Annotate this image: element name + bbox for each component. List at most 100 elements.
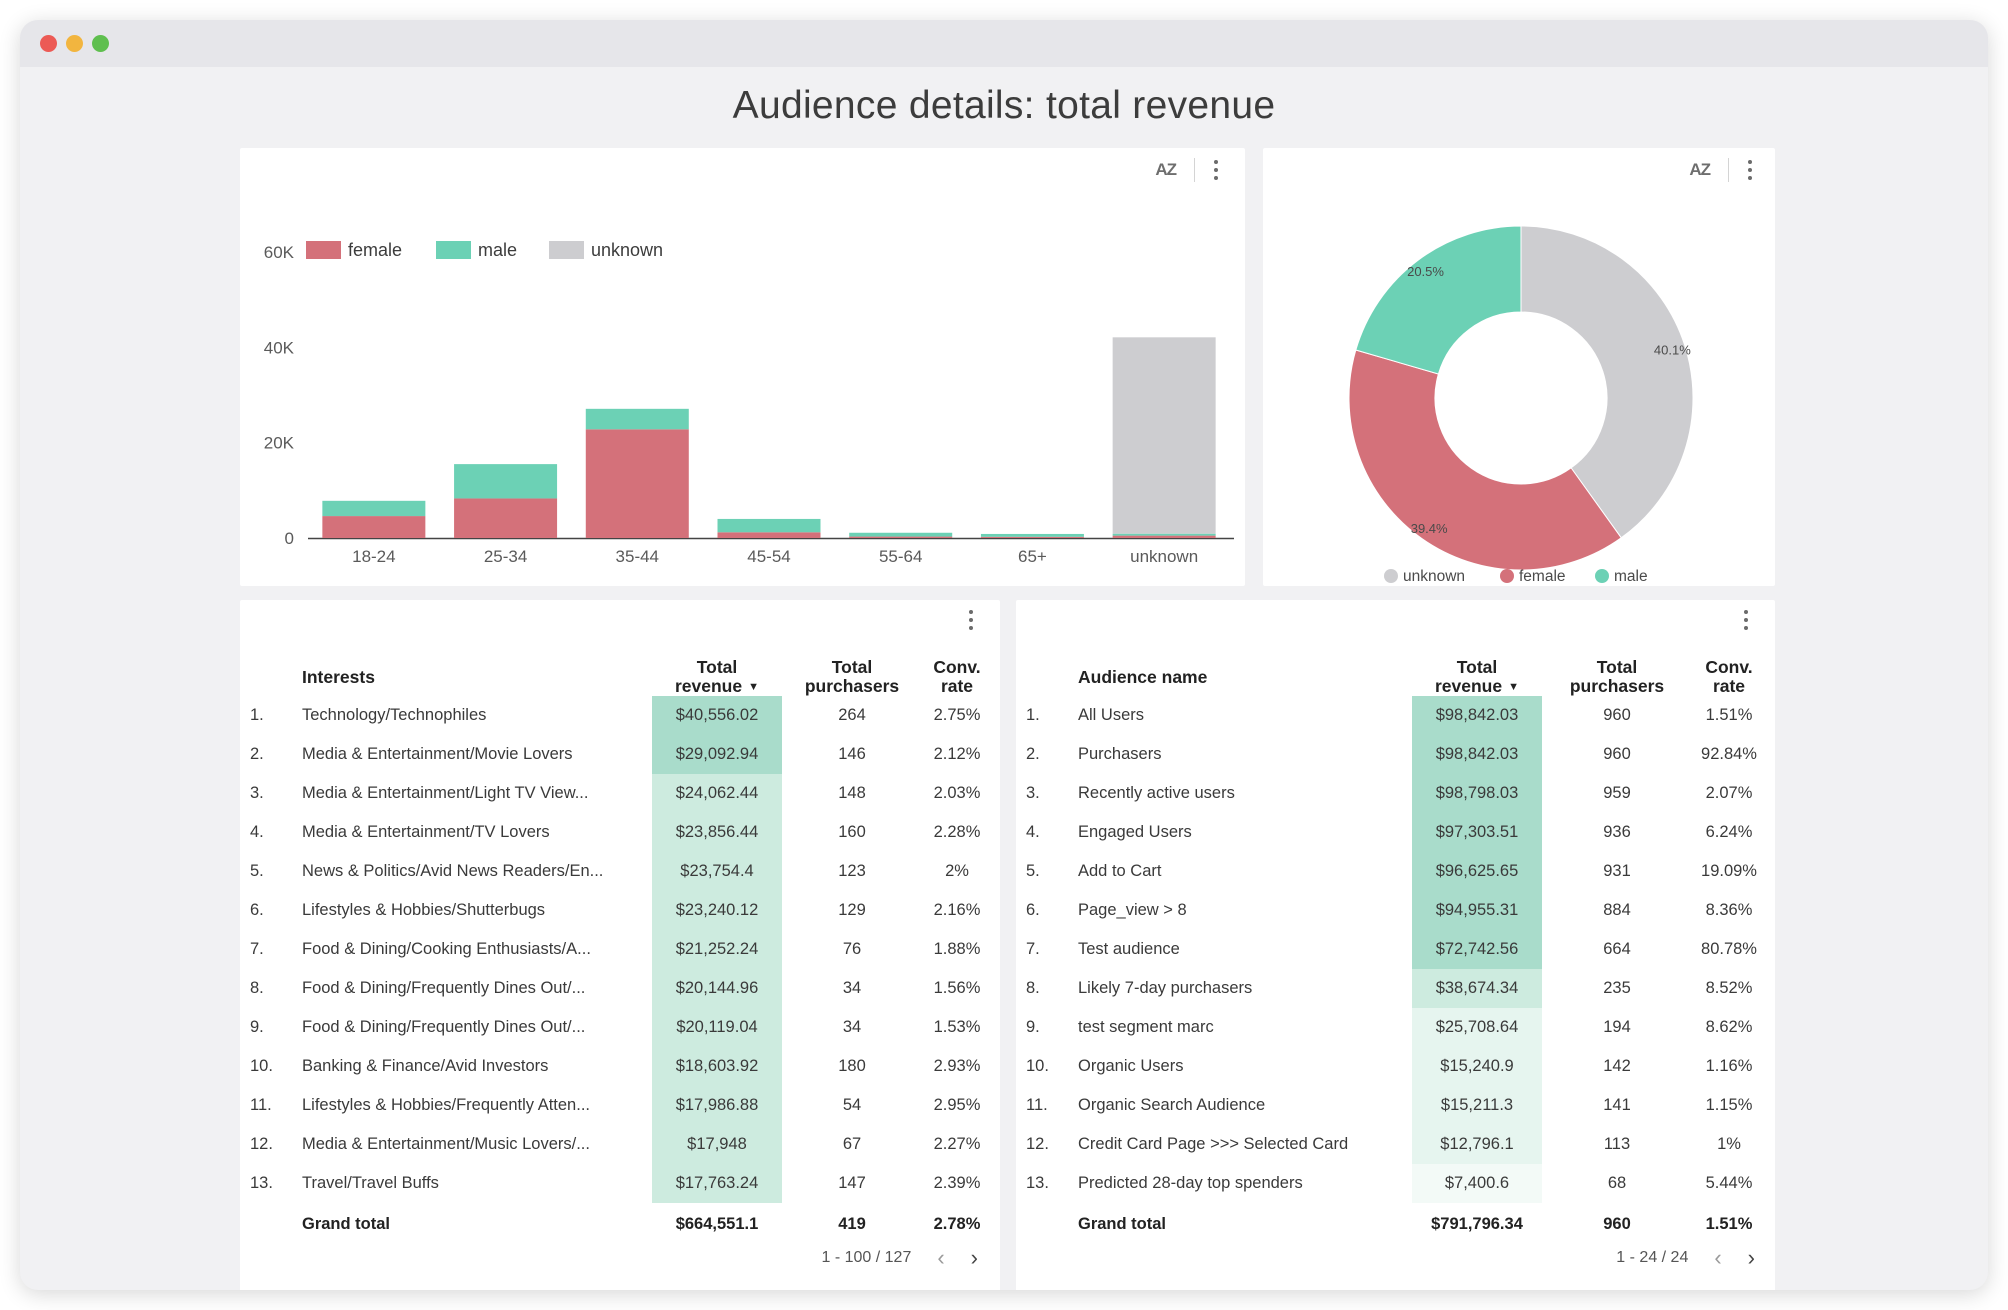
table-row[interactable]: 10. Organic Users $15,240.9 142 1.16%	[1016, 1047, 1775, 1086]
table-row[interactable]: 13. Predicted 28-day top spenders $7,400.6…	[1016, 1164, 1775, 1203]
sort-descending-icon[interactable]: ▼	[748, 681, 759, 693]
table-row[interactable]: 11. Lifestyles & Hobbies/Frequently Atten…	[240, 1086, 1000, 1125]
row-conv-rate: 2.16%	[933, 901, 981, 919]
row-total-revenue: $98,798.03	[1412, 774, 1542, 813]
row-conv-rate: 1.56%	[933, 979, 981, 997]
row-total-purchasers: 884	[1603, 901, 1631, 919]
bar-female-45-54[interactable]	[717, 532, 821, 538]
column-header-conv-rate[interactable]: Conv. rate	[1692, 658, 1766, 696]
bar-male-45-54[interactable]	[717, 518, 821, 533]
table-row[interactable]: 11. Organic Search Audience $15,211.3 141 1.…	[1016, 1086, 1775, 1125]
grand-total-conv-rate: 2.78%	[933, 1215, 981, 1233]
sort-az-icon[interactable]: AZ	[1155, 160, 1177, 179]
row-index: 9.	[1026, 1018, 1040, 1036]
row-total-purchasers: 141	[1603, 1096, 1631, 1114]
table-row[interactable]: 3. Media & Entertainment/Light TV View...…	[240, 774, 1000, 813]
more-options-icon[interactable]	[1747, 160, 1753, 180]
x-tick-label: unknown	[1130, 547, 1198, 566]
row-index: 3.	[1026, 784, 1040, 802]
sort-descending-icon[interactable]: ▼	[1508, 681, 1519, 693]
maximize-window-button[interactable]	[92, 35, 109, 52]
more-options-icon[interactable]	[968, 610, 974, 630]
bar-male-65+[interactable]	[980, 533, 1084, 537]
table-row[interactable]: 8. Food & Dining/Frequently Dines Out/...…	[240, 969, 1000, 1008]
bar-female-unknown[interactable]	[1112, 535, 1216, 538]
donut-slice-male[interactable]	[1355, 225, 1522, 375]
row-index: 2.	[250, 745, 264, 763]
next-page-icon[interactable]: ›	[970, 1245, 978, 1270]
bar-unknown-unknown[interactable]	[1112, 337, 1216, 534]
more-options-icon[interactable]	[1743, 610, 1749, 630]
column-header-total-purchasers-line2: purchasers	[1569, 676, 1665, 696]
row-conv-rate: 92.84%	[1701, 745, 1757, 763]
table-row[interactable]: 5. News & Politics/Avid News Readers/En..…	[240, 852, 1000, 891]
table-row[interactable]: 7. Food & Dining/Cooking Enthusiasts/A...…	[240, 930, 1000, 969]
bar-female-65+[interactable]	[980, 536, 1084, 538]
table-row[interactable]: 4. Engaged Users $97,303.51 936 6.24%	[1016, 813, 1775, 852]
bar-female-25-34[interactable]	[454, 498, 558, 538]
table-row[interactable]: 2. Purchasers $98,842.03 960 92.84%	[1016, 735, 1775, 774]
more-options-icon[interactable]	[1213, 160, 1219, 180]
column-header-total-purchasers-line2-wrap: purchasers	[786, 677, 918, 696]
donut-slice-unknown[interactable]	[1520, 225, 1694, 539]
close-window-button[interactable]	[40, 35, 57, 52]
bar-male-25-34[interactable]	[454, 464, 558, 499]
prev-page-icon[interactable]: ‹	[1714, 1245, 1722, 1270]
bar-female-55-64[interactable]	[849, 536, 953, 538]
table-row[interactable]: 6. Page_view > 8 $94,955.31 884 8.36%	[1016, 891, 1775, 930]
column-header-total-purchasers[interactable]: Total purchasers	[786, 658, 918, 696]
table-row[interactable]: 10. Banking & Finance/Avid Investors $18,6…	[240, 1047, 1000, 1086]
row-conv-rate: 1.88%	[933, 940, 981, 958]
next-page-icon[interactable]: ›	[1747, 1245, 1755, 1270]
table-row[interactable]: 2. Media & Entertainment/Movie Lovers $29,…	[240, 735, 1000, 774]
table-row[interactable]: 6. Lifestyles & Hobbies/Shutterbugs $23,24…	[240, 891, 1000, 930]
table-row[interactable]: 12. Credit Card Page >>> Selected Card $12…	[1016, 1125, 1775, 1164]
age-gender-bar-chart-card[interactable]: AZ 0 20K 40K 60K 18-24 25-34 35-44 45-54 55-64 65…	[240, 148, 1245, 586]
table-row[interactable]: 5. Add to Cart $96,625.65 931 19.09%	[1016, 852, 1775, 891]
row-conv-rate: 1.15%	[1705, 1096, 1753, 1114]
table-row[interactable]: 1. Technology/Technophiles $40,556.02 264 2.…	[240, 696, 1000, 735]
bar-male-35-44[interactable]	[585, 408, 689, 430]
row-name: News & Politics/Avid News Readers/En...	[302, 862, 604, 880]
table-row[interactable]: 8. Likely 7-day purchasers $38,674.34 235 8.…	[1016, 969, 1775, 1008]
bar-male-55-64[interactable]	[849, 532, 953, 537]
row-total-purchasers: 146	[838, 745, 866, 763]
column-header-dimension[interactable]: Audience name	[1078, 667, 1208, 687]
legend-label-male[interactable]: male	[1614, 568, 1648, 585]
table-row[interactable]: 13. Travel/Travel Buffs $17,763.24 147 2.39%	[240, 1164, 1000, 1203]
column-header-conv-rate-line2-wrap: rate	[1692, 677, 1766, 696]
prev-page-icon[interactable]: ‹	[937, 1245, 945, 1270]
table-row[interactable]: 1. All Users $98,842.03 960 1.51%	[1016, 696, 1775, 735]
bar-female-18-24[interactable]	[322, 516, 426, 538]
table-row[interactable]: 12. Media & Entertainment/Music Lovers/..…	[240, 1125, 1000, 1164]
row-name: Food & Dining/Cooking Enthusiasts/A...	[302, 940, 591, 958]
table-row[interactable]: 7. Test audience $72,742.56 664 80.78%	[1016, 930, 1775, 969]
grand-total-revenue: $664,551.1	[675, 1215, 759, 1233]
row-total-revenue: $72,742.56	[1412, 930, 1542, 969]
table-row[interactable]: 9. test segment marc $25,708.64 194 8.62%	[1016, 1008, 1775, 1047]
sort-az-icon[interactable]: AZ	[1689, 160, 1711, 179]
gender-donut-chart-card[interactable]: AZ 40.1% 39.4% 20.5% unknown female male	[1263, 148, 1775, 586]
legend-label-female[interactable]: female	[348, 240, 402, 260]
column-header-dimension[interactable]: Interests	[302, 667, 375, 687]
bar-female-35-44[interactable]	[585, 429, 689, 538]
bar-male-18-24[interactable]	[322, 500, 426, 517]
column-header-total-revenue[interactable]: Total revenue ▼	[1412, 658, 1542, 697]
row-conv-rate: 1.16%	[1705, 1057, 1753, 1075]
x-tick-label: 45-54	[747, 547, 790, 566]
column-header-total-revenue[interactable]: Total revenue ▼	[652, 658, 782, 697]
legend-label-unknown[interactable]: unknown	[1403, 568, 1465, 585]
table-row[interactable]: 9. Food & Dining/Frequently Dines Out/...…	[240, 1008, 1000, 1047]
legend-label-female[interactable]: female	[1519, 568, 1566, 585]
legend-swatch-female	[306, 241, 341, 259]
table-row[interactable]: 4. Media & Entertainment/TV Lovers $23,856…	[240, 813, 1000, 852]
table-row[interactable]: 3. Recently active users $98,798.03 959 2.07…	[1016, 774, 1775, 813]
row-name: test segment marc	[1078, 1018, 1214, 1036]
bar-male-unknown[interactable]	[1112, 533, 1216, 536]
legend-label-male[interactable]: male	[478, 240, 517, 260]
column-header-conv-rate[interactable]: Conv. rate	[922, 658, 992, 696]
legend-label-unknown[interactable]: unknown	[591, 240, 663, 260]
row-conv-rate: 8.52%	[1705, 979, 1753, 997]
column-header-total-purchasers[interactable]: Total purchasers	[1546, 658, 1688, 696]
minimize-window-button[interactable]	[66, 35, 83, 52]
